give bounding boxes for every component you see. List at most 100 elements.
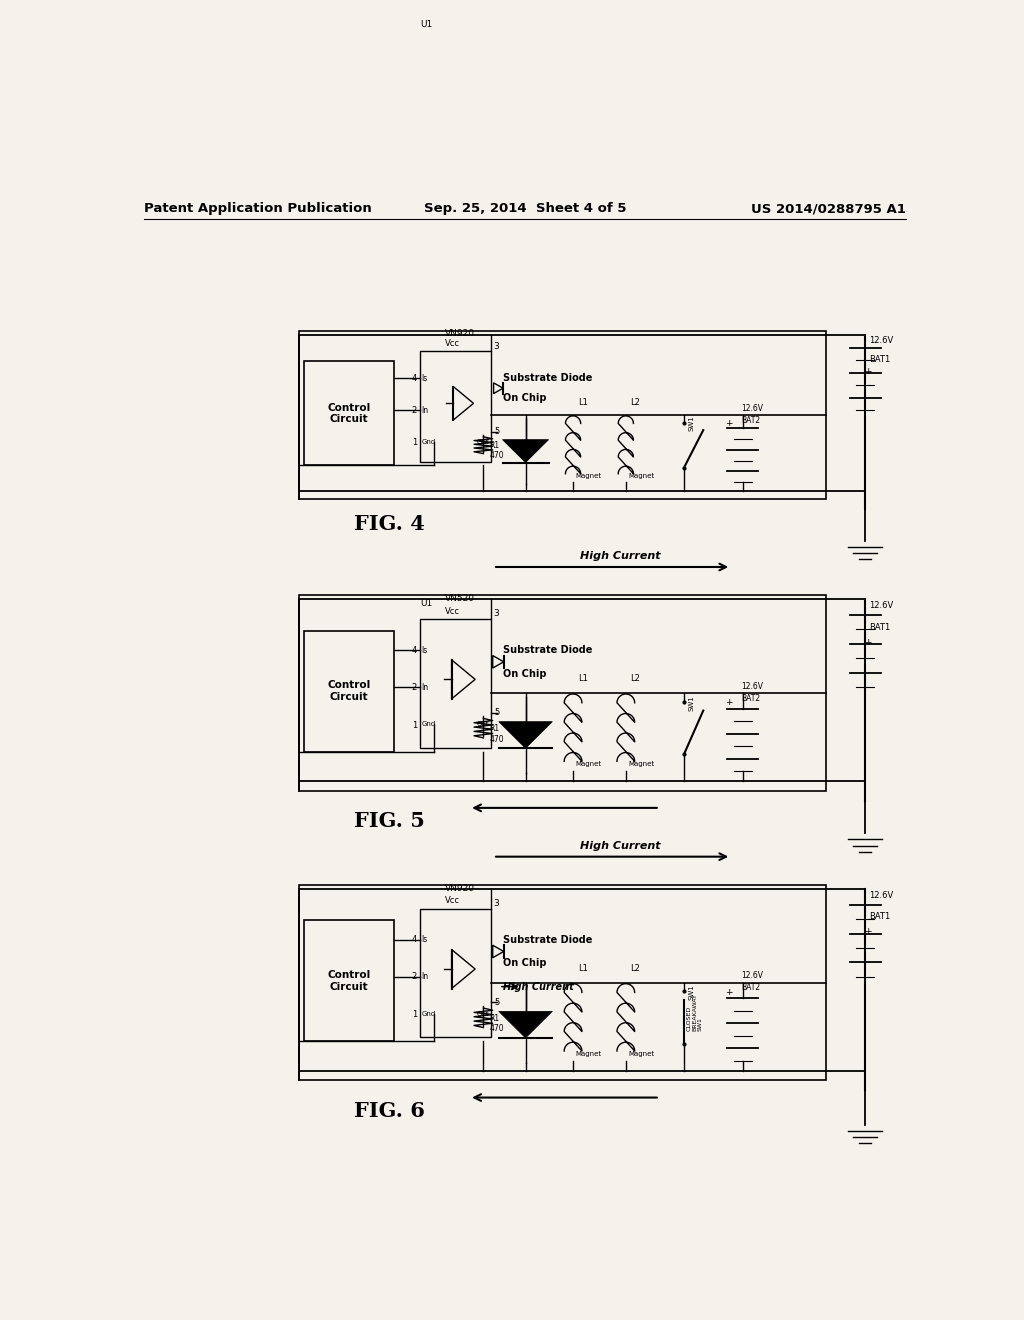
Text: BAT2: BAT2 xyxy=(741,983,761,993)
Text: 1: 1 xyxy=(412,721,417,730)
Text: R1
470: R1 470 xyxy=(489,441,504,459)
Polygon shape xyxy=(499,722,552,748)
Text: +: + xyxy=(863,638,871,647)
Text: L2: L2 xyxy=(631,675,640,684)
Bar xyxy=(299,595,826,791)
Text: U1: U1 xyxy=(420,20,432,29)
Text: Out: Out xyxy=(477,1011,489,1016)
Text: Vcc: Vcc xyxy=(445,339,460,348)
Bar xyxy=(299,331,826,499)
Text: 12.6V: 12.6V xyxy=(741,972,764,981)
Text: BAT2: BAT2 xyxy=(741,416,761,425)
Text: 3: 3 xyxy=(494,342,500,351)
Text: Control
Circuit: Control Circuit xyxy=(327,680,371,702)
Text: +: + xyxy=(725,418,733,428)
Text: L1: L1 xyxy=(578,675,588,684)
Text: 3: 3 xyxy=(494,899,500,908)
Text: FIG. 4: FIG. 4 xyxy=(354,515,425,535)
Text: 2: 2 xyxy=(412,682,417,692)
Text: High Current: High Current xyxy=(503,982,573,991)
Text: VN920: VN920 xyxy=(445,329,475,338)
Bar xyxy=(420,908,492,1038)
Text: L1: L1 xyxy=(578,964,588,973)
Text: 1: 1 xyxy=(412,438,417,447)
Bar xyxy=(304,362,393,466)
Text: 1: 1 xyxy=(412,1010,417,1019)
Text: Control
Circuit: Control Circuit xyxy=(327,403,371,424)
Bar xyxy=(304,920,393,1041)
Text: +: + xyxy=(725,987,733,997)
Text: Is: Is xyxy=(422,374,428,383)
Text: Control
Circuit: Control Circuit xyxy=(327,970,371,991)
Text: Substrate Diode: Substrate Diode xyxy=(503,374,592,383)
Polygon shape xyxy=(499,1011,552,1038)
Text: In: In xyxy=(422,973,429,981)
Text: 12.6V: 12.6V xyxy=(741,681,764,690)
Text: BAT1: BAT1 xyxy=(869,623,890,632)
Text: In: In xyxy=(422,682,429,692)
Text: Gnd: Gnd xyxy=(422,438,436,445)
Text: Is: Is xyxy=(422,936,428,944)
Text: Magnet: Magnet xyxy=(628,762,654,767)
Text: L2: L2 xyxy=(631,397,640,407)
Text: High Current: High Current xyxy=(580,550,660,561)
Text: 12.6V: 12.6V xyxy=(869,891,893,900)
Text: On Chip: On Chip xyxy=(503,393,547,404)
Text: 2: 2 xyxy=(412,405,417,414)
Text: +: + xyxy=(863,928,871,936)
Text: BAT2: BAT2 xyxy=(741,694,761,702)
Polygon shape xyxy=(503,440,549,462)
Text: BAT1: BAT1 xyxy=(869,912,890,921)
Bar xyxy=(299,886,826,1080)
Text: US 2014/0288795 A1: US 2014/0288795 A1 xyxy=(751,202,905,215)
Bar xyxy=(304,631,393,751)
Text: D1: D1 xyxy=(511,1016,522,1026)
Text: Magnet: Magnet xyxy=(575,1051,601,1057)
Text: FIG. 5: FIG. 5 xyxy=(354,810,425,830)
Text: Is: Is xyxy=(422,645,428,655)
Text: VN520: VN520 xyxy=(445,594,475,603)
Text: 12.6V: 12.6V xyxy=(869,337,893,346)
Text: 4: 4 xyxy=(412,374,417,383)
Text: R1
470: R1 470 xyxy=(489,1014,504,1034)
Text: SW1: SW1 xyxy=(688,985,694,1001)
Text: 4: 4 xyxy=(412,645,417,655)
Text: U1: U1 xyxy=(420,599,432,609)
Text: CLOSED
BREAKAWAY
SW1: CLOSED BREAKAWAY SW1 xyxy=(686,993,702,1031)
Text: Magnet: Magnet xyxy=(575,762,601,767)
Text: 2: 2 xyxy=(412,973,417,981)
Text: Substrate Diode: Substrate Diode xyxy=(503,935,592,945)
Text: 5: 5 xyxy=(495,998,500,1007)
Text: D1: D1 xyxy=(511,726,522,735)
Text: BAT1: BAT1 xyxy=(869,355,890,364)
Text: D1: D1 xyxy=(511,444,522,453)
Text: High Current: High Current xyxy=(580,841,660,850)
Text: 5: 5 xyxy=(495,708,500,717)
Text: VN920: VN920 xyxy=(445,884,475,892)
Text: In: In xyxy=(422,405,429,414)
Text: L1: L1 xyxy=(578,397,588,407)
Text: +: + xyxy=(863,367,871,376)
Text: Substrate Diode: Substrate Diode xyxy=(503,645,592,655)
Text: 12.6V: 12.6V xyxy=(741,404,764,413)
Text: FIG. 6: FIG. 6 xyxy=(354,1101,425,1121)
Text: Magnet: Magnet xyxy=(575,473,601,479)
Text: L2: L2 xyxy=(631,964,640,973)
Bar xyxy=(420,351,492,462)
Text: Vcc: Vcc xyxy=(445,607,460,616)
Text: On Chip: On Chip xyxy=(503,958,547,968)
Text: Gnd: Gnd xyxy=(422,1011,436,1016)
Text: +: + xyxy=(725,698,733,708)
Text: Magnet: Magnet xyxy=(628,473,654,479)
Text: Out: Out xyxy=(477,438,489,445)
Text: On Chip: On Chip xyxy=(503,668,547,678)
Text: 4: 4 xyxy=(412,936,417,944)
Text: SW1: SW1 xyxy=(688,694,694,710)
Text: Out: Out xyxy=(477,721,489,727)
Text: Gnd: Gnd xyxy=(422,721,436,727)
Text: SW1: SW1 xyxy=(688,416,694,432)
Text: Patent Application Publication: Patent Application Publication xyxy=(143,202,372,215)
Text: 3: 3 xyxy=(494,609,500,618)
Text: Magnet: Magnet xyxy=(628,1051,654,1057)
Text: 12.6V: 12.6V xyxy=(869,602,893,610)
